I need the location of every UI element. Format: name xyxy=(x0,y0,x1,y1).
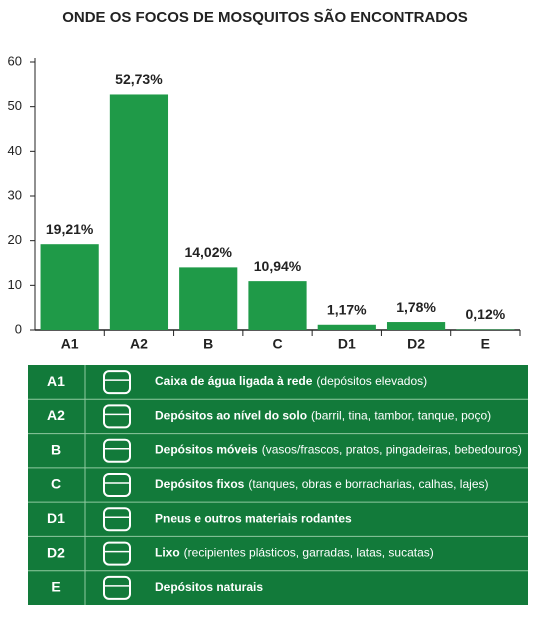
x-tick-label: D1 xyxy=(338,336,356,352)
row-code: A2 xyxy=(47,407,65,423)
row-detail: (vasos/frascos, pratos, pingadeiras, beb… xyxy=(262,443,522,457)
row-code: E xyxy=(51,579,60,595)
row-text: Depósitos naturais xyxy=(155,580,263,594)
bar xyxy=(386,322,446,330)
x-tick-label: D2 xyxy=(407,336,425,352)
row-title: Caixa de água ligada à rede xyxy=(155,374,313,388)
row-icon xyxy=(103,507,131,532)
row-title: Depósitos móveis xyxy=(155,443,258,457)
chart-title: ONDE OS FOCOS DE MOSQUITOS SÃO ENCONTRAD… xyxy=(62,8,468,26)
row-text: Pneus e outros materiais rodantes xyxy=(155,511,352,525)
x-tick-label: E xyxy=(481,336,490,352)
row-code: C xyxy=(51,476,61,492)
row-detail: (recipientes plásticos, garradas, latas,… xyxy=(184,546,434,560)
bar xyxy=(317,324,376,330)
bar xyxy=(109,94,169,331)
x-tick-label: A1 xyxy=(61,336,79,352)
row-icon xyxy=(103,473,131,497)
row-detail: (barril, tina, tambor, tanque, poço) xyxy=(311,409,491,423)
value-label: 0,12% xyxy=(466,306,506,322)
bar xyxy=(40,244,99,330)
row-title: Lixo xyxy=(155,546,180,560)
row-icon xyxy=(103,575,131,600)
y-tick-label: 60 xyxy=(8,53,22,68)
row-icon xyxy=(103,370,131,395)
row-text: Caixa de água ligada à rede (depósitos el… xyxy=(155,374,427,388)
row-text: Depósitos ao nível do solo (barril, tina,… xyxy=(155,409,491,423)
row-detail: (depósitos elevados) xyxy=(316,374,427,388)
x-tick-label: C xyxy=(272,336,282,352)
value-label: 1,17% xyxy=(327,301,367,317)
bar xyxy=(248,281,307,330)
value-label: 1,78% xyxy=(396,299,436,315)
row-title: Depósitos naturais xyxy=(155,580,263,594)
bar xyxy=(456,329,515,330)
bar xyxy=(179,267,238,330)
value-label: 19,21% xyxy=(46,221,94,237)
value-label: 14,02% xyxy=(184,244,232,260)
row-text: Lixo (recipientes plásticos, garradas, la… xyxy=(155,546,434,560)
x-tick-label: A2 xyxy=(130,336,148,352)
row-title: Depósitos ao nível do solo xyxy=(155,409,307,423)
row-text: Depósitos fixos (tanques, obras e borrach… xyxy=(155,477,488,491)
y-tick-label: 0 xyxy=(15,321,22,336)
y-tick-label: 10 xyxy=(8,277,22,292)
row-code: D2 xyxy=(47,544,65,560)
row-icon xyxy=(103,541,131,566)
row-code: A1 xyxy=(47,373,65,389)
value-label: 10,94% xyxy=(254,258,302,274)
y-tick-label: 40 xyxy=(8,143,22,158)
row-title: Depósitos fixos xyxy=(155,477,245,491)
row-title: Pneus e outros materiais rodantes xyxy=(155,511,352,525)
row-icon xyxy=(103,404,131,429)
value-label: 52,73% xyxy=(115,71,163,87)
row-code: D1 xyxy=(47,510,65,526)
row-code: B xyxy=(51,441,61,457)
x-tick-label: B xyxy=(203,336,213,352)
y-tick-label: 50 xyxy=(8,98,22,113)
y-tick-label: 20 xyxy=(8,232,22,247)
row-icon xyxy=(103,438,131,463)
y-tick-label: 30 xyxy=(8,187,22,202)
row-text: Depósitos móveis (vasos/frascos, pratos, … xyxy=(155,443,522,457)
row-detail: (tanques, obras e borracharias, calhas, … xyxy=(248,477,488,491)
